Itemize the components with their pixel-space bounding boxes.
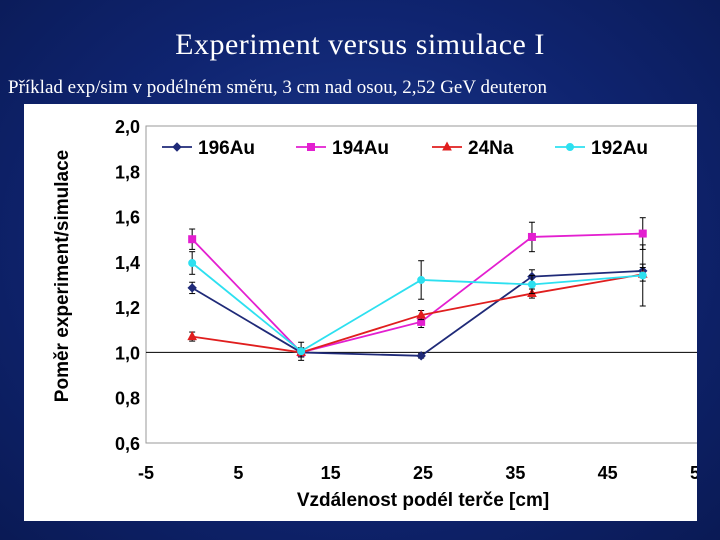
x-tick-label: 55 — [690, 463, 697, 483]
data-point — [527, 280, 536, 289]
y-tick-label: 0,8 — [115, 389, 140, 409]
y-tick-label: 1,0 — [115, 343, 140, 363]
data-point — [416, 309, 426, 319]
legend-swatch-marker — [172, 142, 182, 152]
series-192Au — [188, 244, 647, 361]
y-tick-label: 0,6 — [115, 434, 140, 454]
legend-swatch-marker — [566, 143, 574, 151]
data-point — [297, 347, 306, 356]
x-tick-labels: -5 5 15 25 35 45 55 — [138, 463, 710, 483]
y-tick-label: 1,4 — [115, 253, 140, 273]
plot-area — [145, 125, 701, 444]
legend-entry: 24Na — [432, 138, 514, 159]
x-tick-label: 15 — [321, 463, 341, 483]
y-axis-label: Poměr experiment/simulace — [52, 150, 73, 402]
y-tick-label: 2,0 — [115, 117, 140, 137]
data-point — [187, 283, 197, 293]
legend-swatch-marker — [442, 141, 452, 151]
legend-label: 196Au — [198, 138, 255, 159]
legend-swatch-marker — [307, 143, 315, 151]
data-point — [188, 258, 197, 267]
legend-entry: 196Au — [162, 138, 255, 159]
slide-subtitle: Příklad exp/sim v podélném směru, 3 cm n… — [8, 77, 547, 98]
legend-label: 194Au — [332, 138, 389, 159]
chart-panel: 0,6 0,8 1,0 1,2 1,4 1,6 1,8 2,0 -5 5 15 25 35 45 55 1… — [24, 104, 710, 521]
data-point — [416, 351, 426, 361]
data-point — [187, 331, 198, 341]
data-point — [188, 235, 197, 244]
y-tick-label: 1,6 — [115, 208, 140, 228]
y-tick-labels: 0,6 0,8 1,0 1,2 1,4 1,6 1,8 2,0 — [115, 117, 140, 454]
series-layer — [187, 217, 648, 361]
x-tick-label: 25 — [413, 463, 433, 483]
legend-label: 24Na — [468, 138, 514, 159]
legend-entry: 194Au — [296, 138, 389, 159]
legend-entry: 192Au — [555, 138, 648, 159]
y-tick-label: 1,2 — [115, 298, 140, 318]
x-tick-label: 45 — [598, 463, 618, 483]
x-axis-label: Vzdálenost podél terče [cm] — [297, 490, 549, 511]
y-tick-label: 1,8 — [115, 162, 140, 182]
slide-title: Experiment versus simulace I — [175, 28, 545, 61]
data-point — [638, 271, 647, 280]
chart-svg: 0,6 0,8 1,0 1,2 1,4 1,6 1,8 2,0 -5 5 15 25 35 45 55 1… — [52, 117, 710, 511]
x-tick-label: -5 — [138, 463, 154, 483]
legend: 196Au 194Au 24Na 192Au — [162, 138, 648, 159]
legend-label: 192Au — [591, 138, 648, 159]
x-tick-label: 5 — [233, 463, 243, 483]
x-tick-label: 35 — [505, 463, 525, 483]
data-point — [527, 232, 536, 241]
data-point — [638, 229, 647, 238]
data-point — [417, 275, 426, 284]
